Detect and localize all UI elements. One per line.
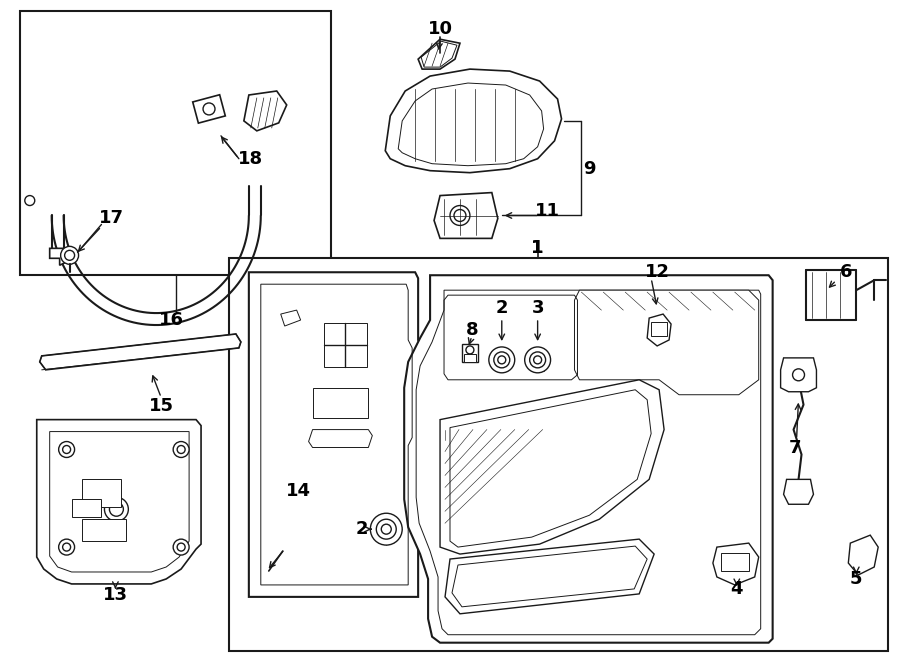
Text: 17: 17 — [99, 209, 124, 228]
Bar — [464, 354, 476, 362]
Polygon shape — [574, 290, 759, 395]
Circle shape — [489, 347, 515, 373]
Bar — [323, 323, 367, 367]
Polygon shape — [50, 248, 66, 265]
Text: 15: 15 — [148, 397, 174, 414]
Text: 18: 18 — [238, 150, 264, 167]
Text: 1: 1 — [531, 240, 544, 258]
Text: 2: 2 — [496, 299, 508, 317]
Bar — [72, 499, 102, 517]
Text: 10: 10 — [428, 21, 453, 38]
Circle shape — [173, 539, 189, 555]
Text: 11: 11 — [536, 201, 560, 220]
Circle shape — [534, 356, 542, 364]
Text: 16: 16 — [158, 311, 184, 329]
Polygon shape — [248, 272, 422, 597]
Bar — [20, 11, 330, 275]
Circle shape — [382, 524, 392, 534]
Circle shape — [498, 356, 506, 364]
Circle shape — [793, 369, 805, 381]
Bar — [652, 322, 667, 336]
Bar — [82, 479, 122, 507]
Polygon shape — [418, 39, 460, 69]
Polygon shape — [434, 193, 498, 238]
Circle shape — [466, 346, 474, 354]
Circle shape — [530, 352, 545, 368]
Circle shape — [450, 205, 470, 226]
Circle shape — [110, 502, 123, 516]
Text: 13: 13 — [103, 586, 128, 604]
Bar — [312, 388, 368, 418]
Circle shape — [454, 209, 466, 222]
Text: 12: 12 — [644, 263, 670, 281]
Circle shape — [177, 446, 185, 453]
Text: 5: 5 — [850, 570, 862, 588]
Text: 6: 6 — [840, 263, 852, 281]
Polygon shape — [440, 380, 664, 554]
Polygon shape — [849, 535, 878, 575]
Polygon shape — [244, 91, 287, 131]
Circle shape — [203, 103, 215, 115]
Text: 14: 14 — [286, 483, 311, 500]
Circle shape — [177, 543, 185, 551]
Circle shape — [494, 352, 509, 368]
Bar — [721, 553, 749, 571]
Polygon shape — [404, 275, 772, 643]
Polygon shape — [193, 95, 225, 123]
Polygon shape — [40, 334, 241, 370]
Circle shape — [63, 543, 70, 551]
Bar — [82, 519, 126, 541]
Text: 3: 3 — [531, 299, 544, 317]
Circle shape — [525, 347, 551, 373]
Circle shape — [63, 446, 70, 453]
Text: 8: 8 — [465, 321, 478, 339]
Polygon shape — [713, 543, 759, 585]
Circle shape — [58, 442, 75, 457]
Circle shape — [65, 250, 75, 260]
Circle shape — [376, 519, 396, 539]
Circle shape — [370, 513, 402, 545]
Text: 4: 4 — [731, 580, 743, 598]
Circle shape — [173, 442, 189, 457]
Text: 1: 1 — [531, 240, 544, 258]
Polygon shape — [385, 69, 562, 173]
Polygon shape — [780, 358, 816, 392]
Polygon shape — [647, 314, 671, 346]
Polygon shape — [37, 420, 201, 584]
Text: 9: 9 — [583, 160, 596, 177]
Polygon shape — [445, 539, 654, 614]
Bar — [462, 344, 478, 362]
Circle shape — [60, 246, 78, 264]
Circle shape — [25, 195, 35, 205]
Circle shape — [104, 497, 129, 521]
Text: 2: 2 — [356, 520, 369, 538]
Circle shape — [58, 539, 75, 555]
Text: 7: 7 — [788, 438, 801, 457]
Polygon shape — [784, 479, 814, 504]
Bar — [229, 258, 888, 651]
